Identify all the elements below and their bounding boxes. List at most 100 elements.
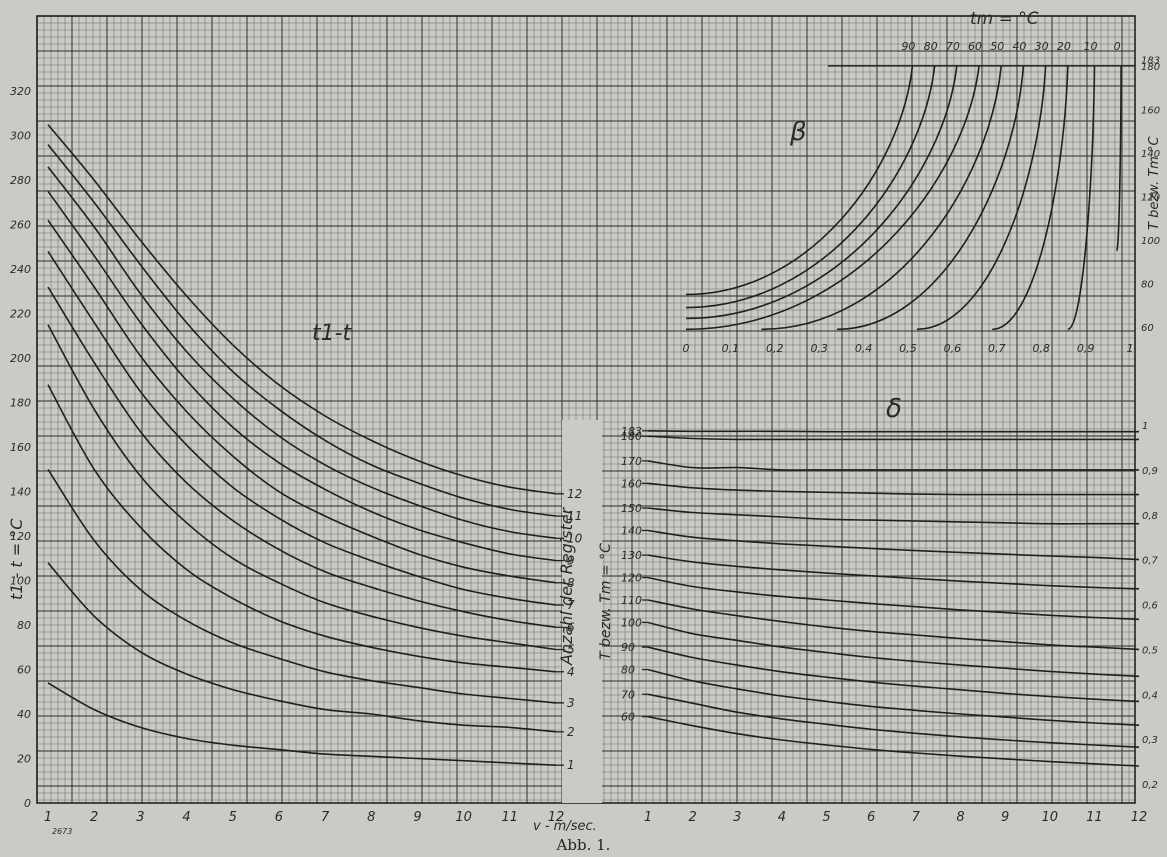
left-y-tick-label: 140 xyxy=(10,486,31,499)
delta-x-tick-label: 9 xyxy=(1001,810,1009,825)
left-x-tick-label: 1 xyxy=(44,810,52,825)
delta-panel-label: δ xyxy=(886,394,902,424)
left-series-4 xyxy=(47,384,557,673)
beta-right-tick-label: 183 xyxy=(1141,55,1160,66)
delta-right-tick-label: 0,2 xyxy=(1142,780,1158,791)
beta-right-tick-label: 160 xyxy=(1141,105,1160,116)
left-x-tick-label: 3 xyxy=(136,810,144,825)
delta-x-tick-label: 5 xyxy=(822,810,830,825)
left-y-tick-label: 80 xyxy=(17,619,31,632)
left-x-tick-label: 9 xyxy=(413,810,421,825)
delta-left-tick-label: 140 xyxy=(621,524,642,537)
left-series-7 xyxy=(47,250,557,606)
delta-right-tick-label: 1 xyxy=(1142,421,1148,432)
beta-series-label-70: 70 xyxy=(946,40,960,53)
delta-left-tick-label: 90 xyxy=(621,641,635,654)
delta-series-90 xyxy=(647,646,1140,703)
delta-left-tick-label: 150 xyxy=(621,502,642,515)
delta-right-tick-label: 0,4 xyxy=(1142,690,1158,701)
delta-left-tick-label: 80 xyxy=(621,664,635,677)
tm-axis-label: tm = °C xyxy=(970,9,1039,29)
left-series-3 xyxy=(47,468,557,704)
left-y-tick-label: 200 xyxy=(10,352,31,365)
left-series-label-9: 9 xyxy=(567,554,575,568)
delta-x-tick-label: 1 xyxy=(644,810,652,825)
delta-right-tick-label: 0,7 xyxy=(1142,556,1159,567)
beta-right-tick-label: 80 xyxy=(1141,280,1154,291)
beta-series-50 xyxy=(761,65,1003,331)
beta-series-label-80: 80 xyxy=(924,40,938,53)
beta-x-tick-label: 0,8 xyxy=(1032,342,1050,355)
delta-x-tick-label: 11 xyxy=(1086,810,1103,825)
beta-x-tick-label: 1 xyxy=(1127,342,1134,355)
left-y-axis-label: t1 - t = °C xyxy=(7,518,26,600)
delta-series-170 xyxy=(647,460,1139,471)
beta-panel-label: β xyxy=(789,117,807,147)
left-series-10 xyxy=(47,166,557,540)
delta-x-tick-label: 7 xyxy=(912,810,921,825)
left-series-5 xyxy=(47,324,557,651)
delta-series-110 xyxy=(647,599,1140,651)
delta-left-tick-label: 120 xyxy=(621,572,642,585)
delta-series-150 xyxy=(647,507,1139,525)
left-panel-curve-label: t1-t xyxy=(312,321,353,346)
beta-x-tick-label: 0,7 xyxy=(988,342,1006,355)
delta-x-tick-label: 10 xyxy=(1041,810,1058,825)
left-x-tick-label: 8 xyxy=(367,810,375,825)
left-x-tick-label: 2 xyxy=(90,810,98,825)
delta-left-tick-label: 183 xyxy=(621,425,642,438)
beta-x-tick-label: 0,4 xyxy=(855,342,873,355)
delta-right-tick-label: 0,3 xyxy=(1142,735,1158,746)
delta-left-tick-label: 60 xyxy=(621,711,635,724)
left-x-tick-label: 10 xyxy=(455,810,472,825)
delta-series-120 xyxy=(647,576,1140,621)
beta-series-80 xyxy=(685,65,936,309)
delta-series-180 xyxy=(647,435,1139,441)
left-y-tick-label: 240 xyxy=(10,263,31,276)
left-y-tick-label: 20 xyxy=(17,753,31,766)
beta-right-tick-label: 120 xyxy=(1141,193,1160,204)
left-series-label-2: 2 xyxy=(567,725,575,739)
plate-number: 2673 xyxy=(52,827,72,836)
beta-x-tick-label: 0,5 xyxy=(899,342,917,355)
chart-grid xyxy=(36,15,1136,804)
beta-series-label-0: 0 xyxy=(1114,40,1121,53)
beta-series-label-20: 20 xyxy=(1057,40,1071,53)
left-series-label-8: 8 xyxy=(567,576,575,590)
beta-series-label-40: 40 xyxy=(1012,40,1026,53)
delta-x-tick-label: 3 xyxy=(733,810,741,825)
left-y-tick-label: 120 xyxy=(10,530,31,543)
beta-series-label-30: 30 xyxy=(1035,40,1049,53)
left-series-label-4: 4 xyxy=(567,665,575,679)
beta-series-30 xyxy=(916,65,1047,331)
left-series-label-10: 10 xyxy=(567,531,583,545)
beta-series-40 xyxy=(836,65,1025,331)
beta-right-tick-label: 140 xyxy=(1141,149,1160,160)
left-series-12 xyxy=(47,124,557,495)
beta-x-tick-label: 0,9 xyxy=(1077,342,1095,355)
register-count-axis-label: Anzahl der Register xyxy=(557,506,576,666)
left-series-label-11: 11 xyxy=(567,509,582,523)
delta-x-tick-label: 6 xyxy=(867,810,875,825)
left-y-tick-label: 300 xyxy=(10,130,31,143)
delta-x-tick-label: 2 xyxy=(688,810,696,825)
left-x-tick-label: 5 xyxy=(229,810,237,825)
left-series-2 xyxy=(47,562,557,733)
delta-left-tick-label: 110 xyxy=(621,594,642,607)
centre-gap xyxy=(562,420,602,803)
delta-left-axis-label: T bezw. Tm = °C xyxy=(598,543,614,660)
left-series-label-7: 7 xyxy=(567,598,575,612)
left-y-tick-label: 100 xyxy=(10,575,31,588)
beta-right-tick-label: 100 xyxy=(1141,236,1160,247)
chart-curves xyxy=(47,65,1140,767)
delta-series-160 xyxy=(647,482,1139,496)
left-x-tick-label: 7 xyxy=(321,810,330,825)
delta-left-tick-label: 170 xyxy=(621,455,642,468)
left-series-11 xyxy=(47,144,557,517)
beta-x-tick-label: 0,3 xyxy=(810,342,828,355)
delta-x-tick-label: 8 xyxy=(956,810,964,825)
left-y-tick-label: 60 xyxy=(17,664,31,677)
delta-left-tick-label: 70 xyxy=(621,688,635,701)
beta-series-20 xyxy=(992,65,1069,331)
